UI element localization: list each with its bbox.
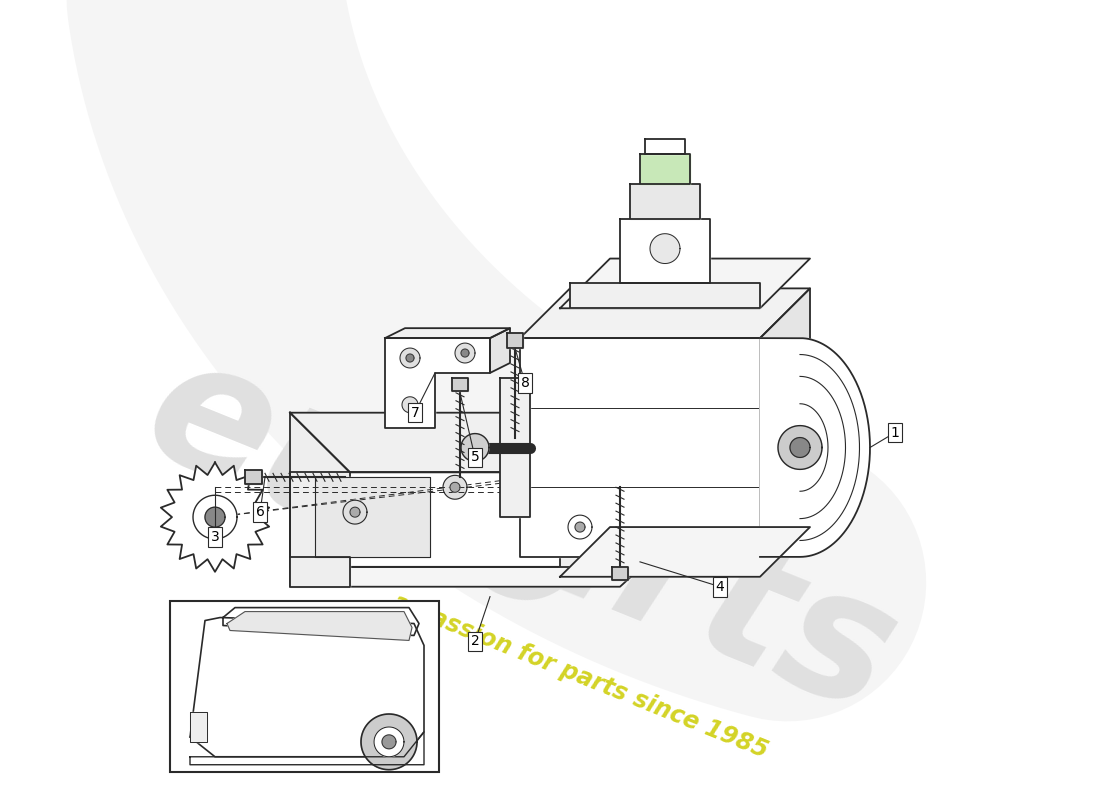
Polygon shape [450, 482, 460, 492]
Polygon shape [161, 462, 270, 572]
Text: 6: 6 [255, 505, 264, 519]
Polygon shape [630, 184, 700, 218]
Polygon shape [315, 478, 430, 557]
Polygon shape [575, 522, 585, 532]
Text: euro: euro [122, 319, 618, 656]
Polygon shape [361, 714, 417, 770]
Polygon shape [290, 413, 680, 472]
Polygon shape [560, 545, 620, 567]
Polygon shape [190, 732, 424, 765]
Polygon shape [570, 283, 760, 308]
Polygon shape [507, 333, 522, 348]
Polygon shape [382, 735, 396, 749]
Polygon shape [650, 234, 680, 263]
Polygon shape [490, 328, 510, 373]
Polygon shape [640, 154, 690, 184]
Polygon shape [223, 608, 419, 635]
Polygon shape [455, 343, 475, 363]
Polygon shape [400, 348, 420, 368]
Polygon shape [343, 500, 367, 524]
Polygon shape [452, 378, 468, 391]
Polygon shape [560, 527, 810, 577]
Polygon shape [443, 475, 468, 499]
Polygon shape [678, 271, 702, 295]
Bar [170, 601, 439, 772]
Polygon shape [612, 567, 628, 580]
Polygon shape [290, 413, 350, 586]
Text: 7: 7 [410, 406, 419, 420]
Polygon shape [790, 438, 810, 458]
Polygon shape [205, 507, 225, 527]
Polygon shape [760, 338, 870, 557]
Polygon shape [385, 328, 510, 338]
Polygon shape [645, 139, 685, 154]
Polygon shape [190, 712, 207, 742]
Polygon shape [520, 338, 760, 557]
Text: a passion for parts since 1985: a passion for parts since 1985 [388, 590, 771, 762]
Text: 4: 4 [716, 580, 725, 594]
Polygon shape [290, 472, 620, 567]
Polygon shape [461, 434, 490, 462]
Polygon shape [374, 727, 404, 757]
Text: parts: parts [360, 386, 921, 748]
Polygon shape [568, 515, 592, 539]
Polygon shape [461, 349, 469, 357]
Text: 2: 2 [471, 634, 480, 649]
Text: 5: 5 [471, 450, 480, 465]
Polygon shape [560, 258, 810, 308]
Polygon shape [192, 495, 236, 539]
Polygon shape [290, 512, 680, 586]
Text: 8: 8 [520, 376, 529, 390]
Polygon shape [245, 470, 262, 484]
Polygon shape [620, 413, 680, 567]
Polygon shape [500, 378, 530, 517]
Polygon shape [350, 507, 360, 517]
Polygon shape [406, 354, 414, 362]
Text: 3: 3 [210, 530, 219, 544]
Polygon shape [778, 426, 822, 470]
Polygon shape [620, 218, 710, 283]
Polygon shape [760, 288, 810, 557]
Polygon shape [520, 288, 810, 338]
Polygon shape [190, 618, 424, 757]
Polygon shape [385, 338, 490, 428]
Polygon shape [402, 397, 418, 413]
Text: 1: 1 [891, 426, 900, 439]
Polygon shape [290, 557, 350, 586]
Polygon shape [227, 611, 412, 641]
